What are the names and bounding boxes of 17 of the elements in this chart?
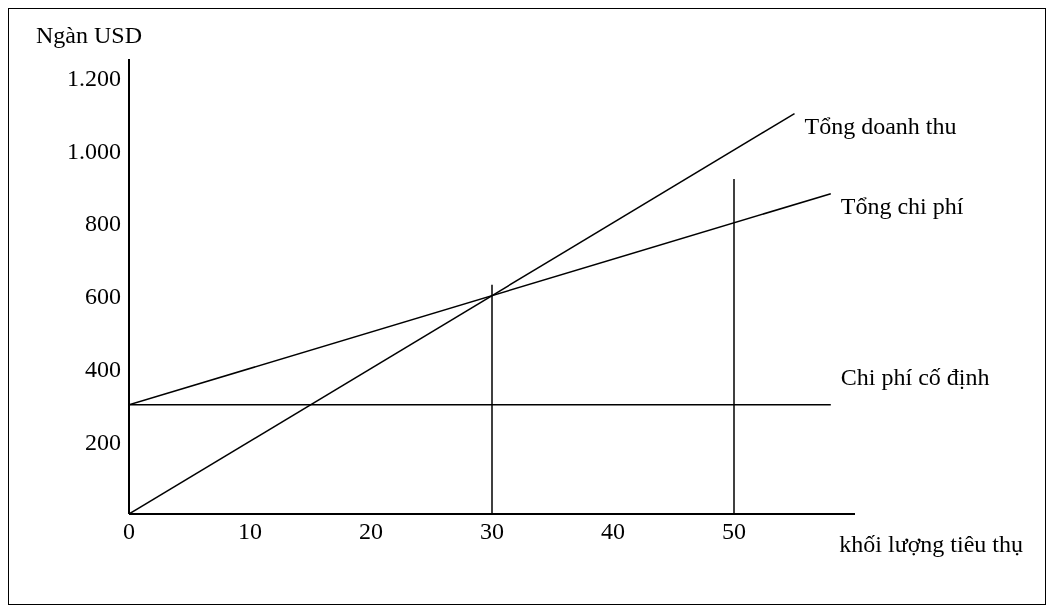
y-tick-label: 1.000 bbox=[67, 137, 121, 164]
y-tick-label: 400 bbox=[85, 355, 121, 382]
x-tick-label: 0 bbox=[123, 518, 135, 545]
x-tick-label: 10 bbox=[238, 518, 262, 545]
x-tick-label: 20 bbox=[359, 518, 383, 545]
y-tick-label: 600 bbox=[85, 283, 121, 310]
x-axis-title: khối lượng tiêu thụ bbox=[839, 531, 1023, 557]
x-tick-label: 50 bbox=[722, 518, 746, 545]
series-label: Tổng doanh thu bbox=[804, 112, 957, 139]
y-tick-label: 1.200 bbox=[67, 64, 121, 91]
x-tick-label: 30 bbox=[480, 518, 504, 545]
series-label: Chi phí cố định bbox=[840, 363, 990, 390]
x-tick-label: 40 bbox=[601, 518, 625, 545]
series-label: Tổng chi phí bbox=[840, 192, 964, 219]
y-axis-title: Ngàn USD bbox=[36, 22, 142, 48]
y-tick-label: 800 bbox=[85, 210, 121, 237]
y-tick-label: 200 bbox=[85, 428, 121, 455]
